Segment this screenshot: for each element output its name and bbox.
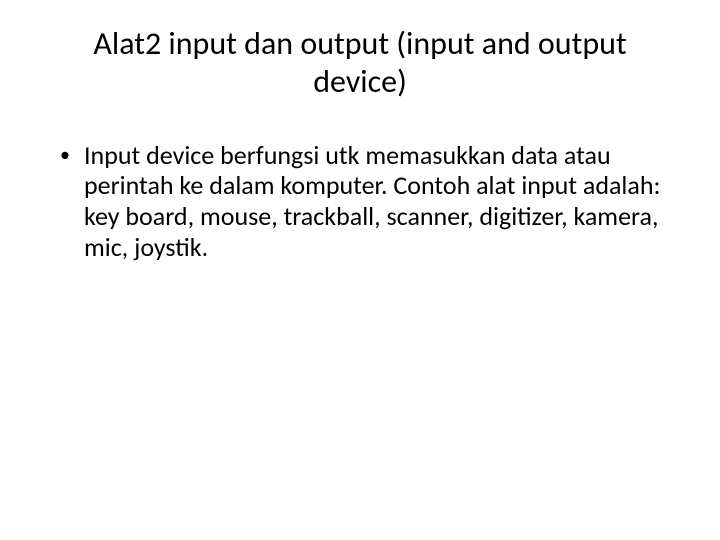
slide-body: • Input device berfungsi utk memasukkan … [40, 140, 680, 263]
slide-title: Alat2 input dan output (input and output… [40, 25, 680, 102]
bullet-marker: • [60, 140, 84, 168]
bullet-text: Input device berfungsi utk memasukkan da… [84, 140, 680, 263]
bullet-item: • Input device berfungsi utk memasukkan … [60, 140, 680, 263]
